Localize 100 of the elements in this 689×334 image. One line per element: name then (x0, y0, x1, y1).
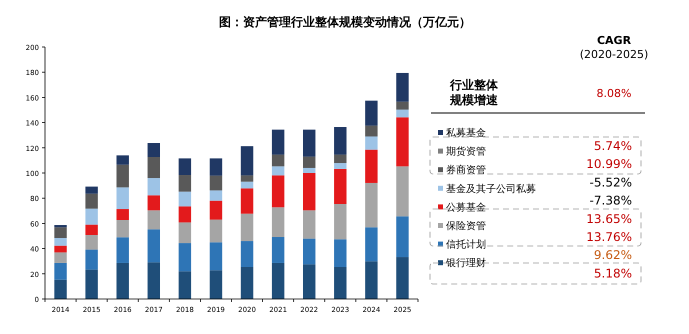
text: -5.52% (590, 175, 632, 190)
bar (116, 164, 129, 188)
bar (116, 220, 129, 238)
bar (178, 158, 192, 176)
bar (396, 117, 409, 166)
bar (116, 237, 129, 263)
bar (85, 224, 98, 235)
bar (334, 239, 347, 267)
bar (396, 110, 409, 118)
legend-label: 银行理财 (445, 257, 486, 270)
bar (302, 264, 316, 299)
bar (178, 222, 192, 244)
bar (54, 280, 67, 299)
bar (365, 182, 378, 228)
legend-label: 期货资管 (446, 146, 486, 158)
bar (272, 262, 284, 299)
text: CAGR (596, 34, 632, 47)
bar (302, 130, 316, 157)
bar (148, 195, 160, 210)
bar (54, 238, 67, 246)
bar (210, 220, 222, 242)
bar (365, 100, 378, 126)
bar (85, 194, 98, 209)
legend-label: 基金及其子公司私募 (446, 182, 536, 195)
bar (302, 168, 316, 173)
bar (240, 214, 254, 242)
text: 行业整体规模增速 (449, 78, 499, 107)
bar (272, 154, 284, 166)
bar (334, 127, 347, 155)
bar (272, 166, 284, 176)
bar (178, 243, 192, 272)
bar (85, 186, 98, 194)
bar (178, 206, 192, 222)
bar (240, 146, 254, 176)
legend-label: 公募基金 (446, 201, 486, 214)
bar (365, 150, 378, 183)
legend-label: 保险资管 (446, 220, 486, 232)
bar (85, 270, 98, 299)
text: 5.74% (594, 139, 632, 153)
text: 13.65% (586, 212, 632, 226)
text: 8.08% (596, 87, 632, 100)
legend-label: 券商资管 (446, 164, 486, 176)
bar (240, 175, 254, 182)
bar (116, 262, 129, 299)
bar (396, 102, 409, 110)
bar (54, 262, 67, 280)
bar (116, 187, 129, 210)
bar (365, 227, 378, 262)
bar (334, 154, 347, 164)
bar (334, 163, 347, 169)
bar (210, 176, 222, 190)
bar (54, 246, 67, 252)
bar (272, 237, 284, 263)
bar (240, 241, 254, 267)
bar (240, 188, 254, 214)
bar (302, 156, 316, 168)
bar (302, 238, 316, 264)
bar (210, 200, 222, 220)
bar (240, 266, 254, 299)
bar (302, 210, 316, 239)
bar (396, 257, 409, 299)
chart-title: 图：资产管理行业整体规模变动情况（万亿元） (219, 15, 471, 29)
bar (396, 72, 409, 102)
text: (2020-2025) (580, 48, 648, 61)
bar (396, 166, 409, 216)
bar (116, 209, 129, 220)
bar (148, 178, 160, 196)
bar (334, 204, 347, 240)
legend-label: 信托计划 (446, 238, 486, 251)
bar (302, 173, 316, 210)
bar (85, 208, 98, 225)
bar (365, 126, 378, 136)
bar (178, 271, 192, 299)
bar (334, 266, 347, 299)
bar (148, 262, 160, 299)
bar (272, 130, 284, 155)
bar (178, 175, 192, 192)
text: 5.18% (594, 266, 632, 280)
bar (365, 261, 378, 299)
bar (210, 242, 222, 270)
bar (210, 270, 222, 299)
bar (85, 234, 98, 250)
legend-label: 私募基金 (446, 127, 486, 139)
text: 10.99% (586, 157, 632, 172)
bar (148, 157, 160, 178)
bar (54, 227, 67, 238)
bar (272, 175, 284, 208)
bar (148, 210, 160, 230)
bar (85, 250, 98, 270)
bar (210, 190, 222, 201)
bar (396, 216, 409, 258)
text: -7.38% (590, 194, 632, 208)
text: 9.62% (594, 248, 632, 262)
bar (178, 192, 192, 206)
bar (148, 229, 160, 262)
bar (210, 158, 222, 176)
bar (148, 143, 160, 157)
bar (54, 252, 67, 263)
bar (334, 168, 347, 204)
bar (272, 207, 284, 238)
